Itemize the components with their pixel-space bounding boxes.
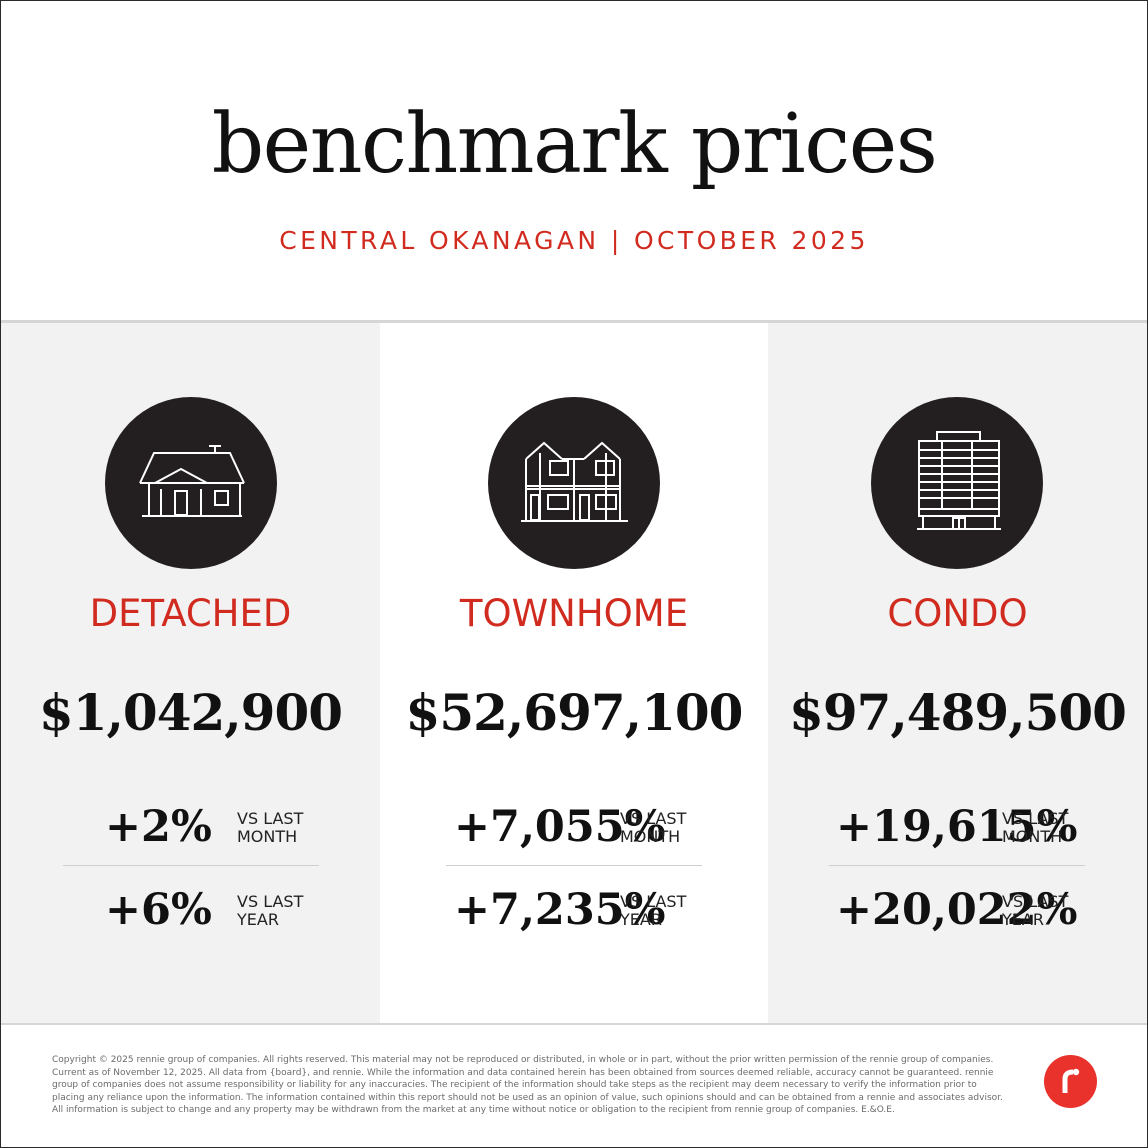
year-change-label: VS LAST YEAR	[237, 892, 304, 929]
townhome-panel: TOWNHOME $52,697,100 +7,055% VS LAST MON…	[380, 323, 768, 1023]
detached-panel: DETACHED $1,042,900 +2% VS LAST MONTH +6…	[1, 323, 380, 1023]
condo-building-icon	[871, 397, 1043, 569]
month-change-label: VS LAST MONTH	[620, 809, 687, 846]
rennie-logo-icon	[1044, 1055, 1097, 1108]
year-change-value: +20,022%	[836, 885, 1078, 935]
row-separator	[829, 865, 1085, 866]
property-type-label: CONDO	[887, 592, 1028, 635]
condo-panel: CONDO $97,489,500 +19,615% VS LAST MONTH…	[768, 323, 1147, 1023]
footer-divider	[1, 1023, 1147, 1025]
header: benchmark prices CENTRAL OKANAGAN | OCTO…	[0, 0, 1148, 320]
benchmark-price: $52,697,100	[405, 683, 744, 742]
year-change-value: +6%	[105, 885, 212, 935]
copyright-disclaimer: Copyright © 2025 rennie group of compani…	[52, 1055, 1003, 1116]
year-change-label: VS LAST YEAR	[1002, 892, 1069, 929]
month-change-value: +19,615%	[836, 802, 1078, 852]
year-change-label: VS LAST YEAR	[620, 892, 687, 929]
benchmark-price: $1,042,900	[38, 683, 343, 742]
year-change-value: +7,235%	[454, 885, 666, 935]
benchmark-price: $97,489,500	[789, 683, 1127, 742]
month-change-label: VS LAST MONTH	[1002, 809, 1069, 846]
month-change-value: +7,055%	[454, 802, 666, 852]
header-divider	[1, 320, 1147, 323]
page-subtitle: CENTRAL OKANAGAN | OCTOBER 2025	[279, 226, 869, 255]
property-type-label: DETACHED	[89, 592, 292, 635]
month-change-label: VS LAST MONTH	[237, 809, 304, 846]
row-separator	[63, 865, 319, 866]
property-type-label: TOWNHOME	[459, 592, 689, 635]
house-icon	[105, 397, 277, 569]
row-separator	[446, 865, 702, 866]
month-change-value: +2%	[105, 802, 212, 852]
page-title: benchmark prices	[211, 97, 938, 192]
townhome-icon	[488, 397, 660, 569]
